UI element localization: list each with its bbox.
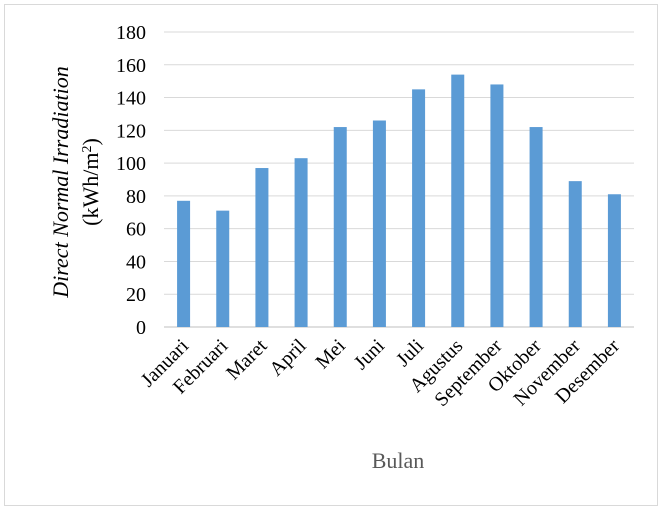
bar-januari: [177, 200, 191, 327]
x-axis-title: Bulan: [372, 448, 425, 473]
y-tick-label: 0: [136, 317, 146, 339]
bar-november: [568, 181, 582, 327]
chart-frame: [4, 4, 658, 506]
y-tick-label: 100: [116, 153, 146, 175]
y-axis-title: Direct Normal Irradiation: [48, 66, 73, 298]
y-tick-label: 20: [126, 284, 146, 306]
y-tick-label: 120: [116, 120, 146, 142]
x-tick-label: Juni: [350, 335, 389, 374]
bar-oktober: [529, 127, 543, 327]
y-axis-unit: (kWh/m2): [78, 138, 103, 226]
x-tick-label: Mei: [311, 335, 350, 374]
x-tick-label: April: [265, 335, 311, 381]
bar-maret: [255, 168, 269, 327]
y-axis-unit-text: (kWh/m: [78, 153, 103, 226]
y-axis-title-line1: Direct Normal Irradiation: [48, 66, 73, 298]
gridlines: [164, 31, 634, 328]
x-tick-label: Maret: [222, 335, 272, 385]
bar-februari: [216, 210, 230, 327]
bars: [177, 74, 621, 327]
y-axis-unit-close: ): [78, 138, 103, 145]
y-tick-label: 180: [116, 22, 146, 44]
y-tick-label: 140: [116, 88, 146, 110]
y-tick-label: 40: [126, 251, 146, 273]
y-axis-unit-sup: 2: [80, 146, 95, 153]
bar-september: [490, 84, 504, 327]
y-tick-label: 80: [126, 186, 146, 208]
y-tick-labels: 0 20 40 60 80 100 120 140 160 180: [116, 22, 146, 339]
bar-juli: [412, 89, 426, 327]
bar-juni: [372, 120, 386, 327]
bar-mei: [333, 127, 347, 327]
y-tick-label: 160: [116, 55, 146, 77]
bar-agustus: [451, 74, 465, 327]
y-tick-label: 60: [126, 219, 146, 241]
bar-april: [294, 158, 308, 327]
bar-desember: [607, 194, 621, 327]
